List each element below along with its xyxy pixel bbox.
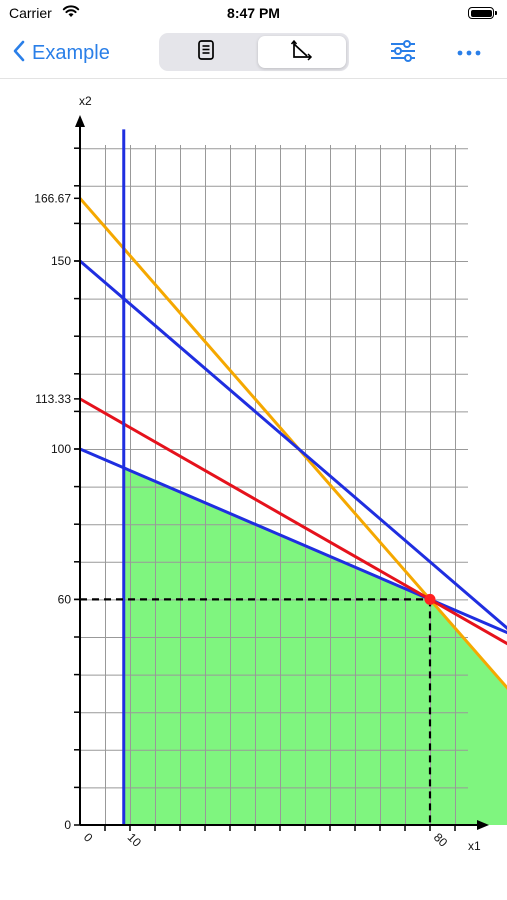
settings-button[interactable] xyxy=(388,39,418,68)
feasible-region xyxy=(123,467,507,825)
optimum-point xyxy=(424,593,436,605)
document-icon xyxy=(197,39,215,66)
sliders-icon xyxy=(389,39,417,68)
axes xyxy=(75,115,489,830)
graph-icon xyxy=(290,39,314,66)
back-button[interactable]: Example xyxy=(12,38,110,68)
segment-document[interactable] xyxy=(162,36,250,68)
back-button-label: Example xyxy=(32,41,110,64)
constraint-line-orange xyxy=(78,197,507,690)
constraint-line-blue xyxy=(79,259,507,630)
battery-icon xyxy=(468,7,497,19)
x-axis-label: x1 xyxy=(468,839,481,853)
clock: 8:47 PM xyxy=(227,5,280,21)
constraint-line-blue xyxy=(79,447,507,635)
more-button[interactable] xyxy=(454,40,484,66)
x-tick-label: 0 xyxy=(81,830,96,845)
wifi-icon xyxy=(62,4,80,23)
y-axis-label: x2 xyxy=(79,94,92,108)
carrier-label: Carrier xyxy=(9,5,52,21)
view-segmented-control xyxy=(159,33,349,71)
constraint-line-red xyxy=(79,397,507,646)
x-tick-label: 10 xyxy=(125,830,145,850)
y-tick-label: 0 xyxy=(64,818,71,832)
y-tick-label: 100 xyxy=(51,442,71,456)
x-tick-label: 80 xyxy=(431,830,451,850)
chevron-left-icon xyxy=(12,39,26,68)
y-tick-label: 113.33 xyxy=(35,392,71,406)
y-axis-arrow xyxy=(75,115,85,127)
y-tick-label: 166.67 xyxy=(34,191,71,205)
y-tick-label: 150 xyxy=(51,254,71,268)
x-axis-arrow xyxy=(477,820,489,830)
constraint-lines xyxy=(78,129,507,825)
y-tick-label: 60 xyxy=(58,592,72,606)
navigation-bar: Example xyxy=(0,28,507,79)
more-icon xyxy=(456,44,482,62)
status-bar: Carrier 8:47 PM xyxy=(0,0,507,28)
segment-graph[interactable] xyxy=(258,36,346,68)
optimum-guides xyxy=(80,598,432,825)
